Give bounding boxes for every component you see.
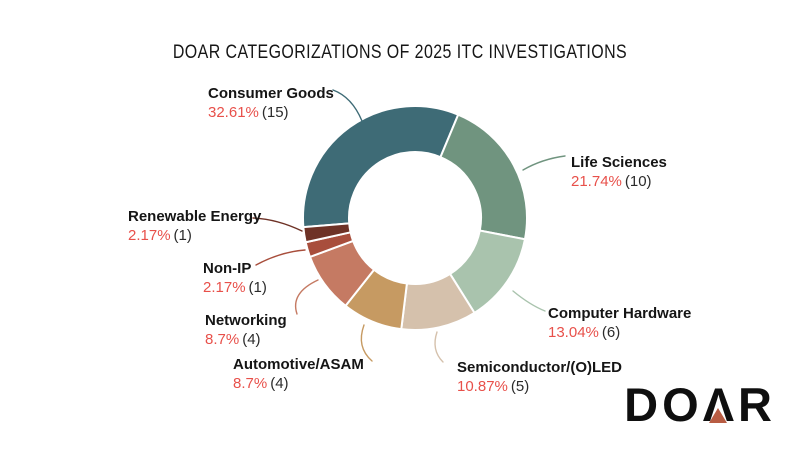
segment-percent: 21.74% [571, 173, 622, 190]
segment-percent: 8.7% [205, 331, 240, 348]
segment-count: (10) [624, 173, 652, 190]
callout-computer-hardware: Computer Hardware 13.04% (6) [548, 304, 691, 342]
segment-value: 8.7% (4) [233, 374, 364, 393]
segment-count: (5) [510, 378, 530, 395]
chart-title: DOAR CATEGORIZATIONS OF 2025 ITC INVESTI… [172, 42, 628, 63]
logo-letter-o: O [662, 378, 699, 431]
callout-non-ip: Non-IP 2.17% (1) [203, 259, 267, 297]
callout-renewable-energy: Renewable Energy 2.17% (1) [128, 207, 261, 245]
callout-life-sciences: Life Sciences 21.74% (10) [571, 153, 667, 191]
segment-label: Semiconductor/(O)LED [457, 359, 623, 376]
leader-line-semiconductor-o-led [434, 331, 444, 363]
segment-value: 21.74% (10) [571, 172, 667, 191]
leader-line-life-sciences [522, 155, 566, 171]
segment-label: Computer Hardware [548, 305, 692, 322]
logo-letter-r: R [738, 378, 772, 431]
segment-label: Non-IP [203, 260, 252, 277]
segment-count: (4) [242, 331, 261, 348]
segment-percent: 10.87% [457, 378, 508, 395]
segment-percent: 8.7% [233, 375, 268, 392]
segment-count: (1) [248, 279, 267, 296]
segment-percent: 32.61% [208, 104, 259, 121]
segment-percent: 2.17% [128, 227, 171, 244]
leader-line-computer-hardware [512, 290, 546, 312]
slice-renewable-energy [302, 222, 352, 244]
logo-triangle-icon [709, 408, 728, 423]
callout-consumer-goods: Consumer Goods 32.61% (15) [208, 84, 334, 122]
leader-line-renewable-energy [252, 217, 303, 232]
segment-count: (6) [601, 324, 621, 341]
segment-percent: 13.04% [548, 324, 599, 341]
segment-count: (4) [270, 375, 289, 392]
segment-count: (1) [173, 227, 192, 244]
leader-line-automotive-asam [360, 324, 373, 362]
segment-value: 13.04% (6) [548, 323, 691, 342]
segment-label: Renewable Energy [128, 208, 262, 225]
callout-automotive-asam: Automotive/ASAM 8.7% (4) [233, 355, 364, 393]
segment-count: (15) [261, 104, 289, 121]
segment-value: 2.17% (1) [128, 226, 261, 245]
segment-label: Consumer Goods [208, 85, 334, 102]
slice-life-sciences [439, 113, 528, 241]
leader-line-non-ip [255, 249, 306, 266]
leader-line-consumer-goods [332, 89, 363, 122]
leader-line-networking [294, 279, 319, 315]
segment-label: Automotive/ASAM [233, 356, 364, 373]
segment-label: Life Sciences [571, 154, 667, 171]
segment-value: 10.87% (5) [457, 377, 622, 396]
slice-consumer-goods [302, 105, 460, 229]
segment-value: 2.17% (1) [203, 278, 267, 297]
logo-letter-a: Λ [702, 378, 735, 431]
logo-letter-d: D [624, 378, 659, 431]
segment-percent: 2.17% [203, 279, 246, 296]
segment-value: 8.7% (4) [205, 330, 287, 349]
callout-semiconductor-oled: Semiconductor/(O)LED 10.87% (5) [457, 358, 622, 396]
segment-value: 32.61% (15) [208, 103, 334, 122]
callout-networking: Networking 8.7% (4) [205, 311, 287, 349]
segment-label: Networking [205, 312, 287, 329]
